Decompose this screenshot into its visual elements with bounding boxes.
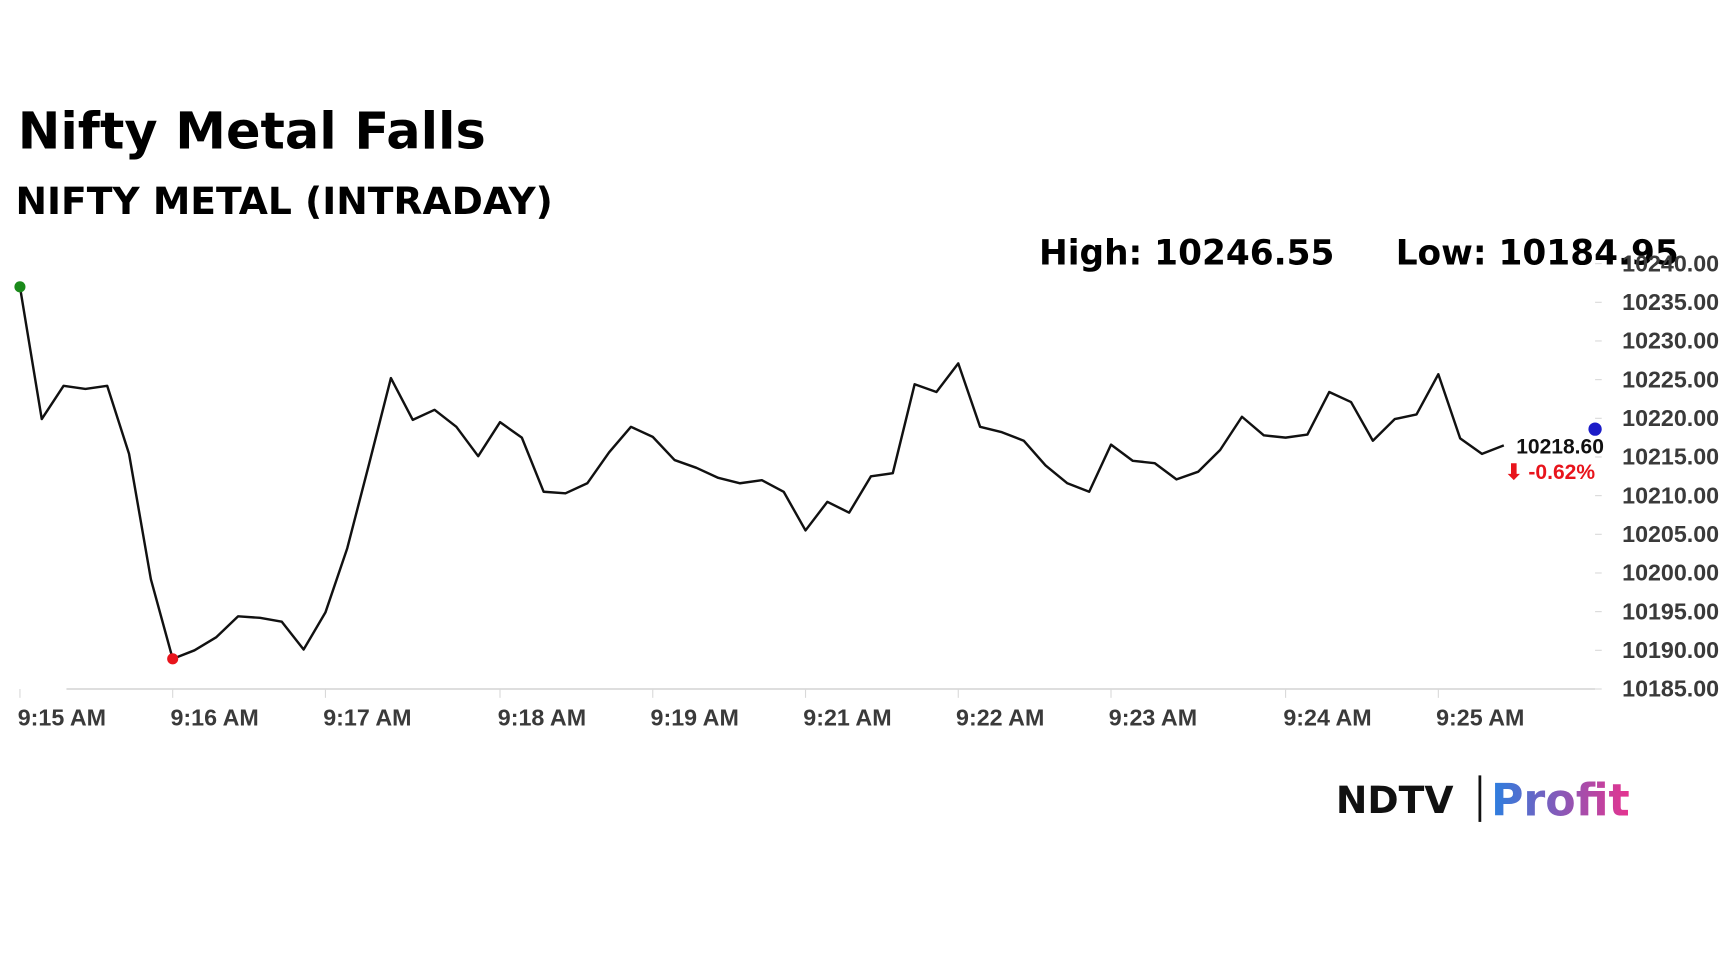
price-line [18, 286, 1505, 661]
y-tick-label: 10220.00 [1622, 405, 1719, 431]
y-tick-label: 10190.00 [1622, 637, 1719, 663]
y-tick-label: 10240.00 [1622, 250, 1719, 276]
x-tick-label: 9:16 AM [170, 705, 258, 731]
y-tick-label: 10200.00 [1622, 560, 1719, 586]
low-label: Low: 10184.95 [1396, 234, 1679, 274]
logo-product: Profit [1491, 775, 1630, 826]
logo-brand: NDTV [1336, 778, 1454, 822]
last-point [1588, 422, 1602, 436]
low-point [167, 653, 179, 665]
x-tick-label: 9:24 AM [1283, 705, 1371, 731]
x-tick-label: 9:21 AM [803, 705, 891, 731]
y-tick-label: 10235.00 [1622, 289, 1719, 315]
x-tick-label: 9:22 AM [956, 705, 1044, 731]
y-tick-label: 10215.00 [1622, 444, 1719, 470]
y-tick-label: 10225.00 [1622, 366, 1719, 392]
x-tick-label: 9:19 AM [651, 705, 739, 731]
start-point [14, 281, 26, 293]
y-tick-label: 10205.00 [1622, 521, 1719, 547]
x-tick-label: 9:18 AM [498, 705, 586, 731]
high-label: High: 10246.55 [1039, 234, 1334, 274]
x-tick-label: 9:17 AM [323, 705, 411, 731]
y-tick-label: 10185.00 [1622, 676, 1719, 702]
change-label: ⬇ -0.62% [1505, 461, 1595, 484]
y-tick-label: 10210.00 [1622, 482, 1719, 508]
x-tick-label: 9:25 AM [1436, 705, 1524, 731]
y-tick-label: 10230.00 [1622, 328, 1719, 354]
y-tick-label: 10195.00 [1622, 598, 1719, 624]
x-tick-label: 9:15 AM [18, 705, 106, 731]
chart-subtitle: NIFTY METAL (INTRADAY) [16, 179, 553, 223]
chart-title: Nifty Metal Falls [18, 102, 486, 161]
x-tick-label: 9:23 AM [1109, 705, 1197, 731]
last-value-label: 10218.60 [1516, 436, 1604, 459]
